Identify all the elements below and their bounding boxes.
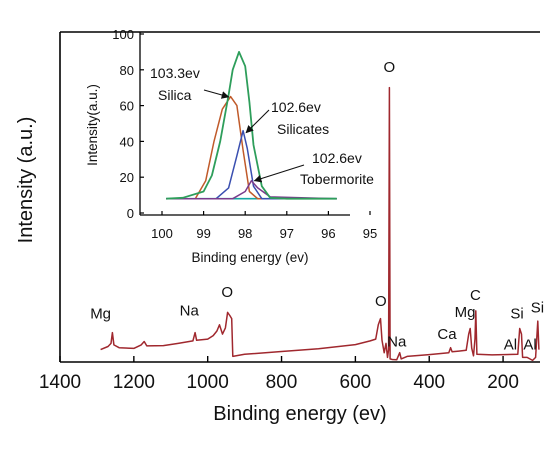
inset-series: [166, 51, 337, 200]
survey-series-line: [100, 86, 540, 362]
inset-y-tick-label: 100: [112, 27, 134, 42]
inset-y-tick-label: 0: [127, 206, 134, 221]
envelope-peak-line: [166, 51, 337, 200]
inset-y-tick-label: 40: [120, 134, 134, 149]
peak-label-mg: Mg: [90, 306, 111, 323]
silicates-energy-label: 102.6ev: [271, 99, 321, 115]
inset-x-tick-label: 96: [321, 226, 335, 241]
peak-label-o: O: [375, 293, 387, 310]
main-x-tick-label: 1200: [113, 372, 155, 393]
silicates-name-label: Silicates: [277, 121, 329, 137]
peak-label-mg: Mg: [455, 304, 476, 321]
inset-y-tick-label: 80: [120, 63, 134, 78]
inset-y-tick-label: 20: [120, 170, 134, 185]
peak-label-o: O: [384, 59, 396, 76]
main-x-tick-label: 600: [340, 372, 372, 393]
main-x-axis-label: Binding energy (ev): [213, 403, 386, 425]
peak-label-na: Na: [387, 334, 407, 351]
main-x-tick-label: 200: [487, 372, 519, 393]
inset-x-tick-label: 97: [280, 226, 294, 241]
inset-ticks: 100 99 98 97 96 95 0 20 40 60 80 100: [112, 27, 377, 241]
silicates-arrow: [245, 109, 270, 134]
inset-x-tick-label: 98: [238, 226, 252, 241]
main-x-tick-label: 1400: [39, 372, 81, 393]
main-x-tick-label: 400: [413, 372, 445, 393]
main-x-tick-label: 800: [266, 372, 298, 393]
peak-label-si: Si: [531, 299, 544, 316]
main-x-tick-label: 1000: [187, 372, 229, 393]
peak-label-al: Al: [504, 337, 517, 354]
silica-energy-label: 103.3ev: [150, 65, 200, 81]
inset-x-tick-label: 95: [363, 226, 377, 241]
peak-label-ca: Ca: [437, 326, 457, 343]
main-series: [100, 86, 540, 362]
silica-peak-line: [166, 95, 337, 200]
inset-y-axis-label: Intensity(a.u.): [85, 84, 100, 166]
tobermorite-arrow: [253, 164, 305, 183]
tobermorite-name-label: Tobermorite: [300, 171, 374, 187]
silicates-peak-line: [166, 129, 337, 200]
silica-arrow: [203, 89, 230, 99]
peak-label-c: C: [470, 287, 481, 304]
inset-x-axis-label: Binding energy (ev): [191, 250, 308, 265]
inset-y-tick-label: 60: [120, 99, 134, 114]
silica-name-label: Silica: [158, 87, 192, 103]
peak-label-si: Si: [510, 306, 523, 323]
inset-x-tick-label: 99: [196, 226, 210, 241]
inset-x-tick-label: 100: [151, 226, 173, 241]
tobermorite-energy-label: 102.6ev: [312, 150, 362, 166]
peak-label-o: O: [221, 284, 233, 301]
peak-label-al: Al: [523, 337, 536, 354]
inset-annotations: 103.3ev Silica 102.6ev Silicates 102.6ev Tobe…: [150, 65, 374, 187]
peak-label-na: Na: [180, 303, 200, 320]
main-y-axis-label: Intensity (a.u.): [15, 117, 37, 244]
main-x-ticks: 1400 1200 1000 800 600 400 200: [39, 356, 519, 393]
